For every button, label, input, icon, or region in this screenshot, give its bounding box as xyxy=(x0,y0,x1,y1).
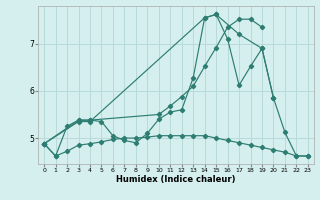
X-axis label: Humidex (Indice chaleur): Humidex (Indice chaleur) xyxy=(116,175,236,184)
